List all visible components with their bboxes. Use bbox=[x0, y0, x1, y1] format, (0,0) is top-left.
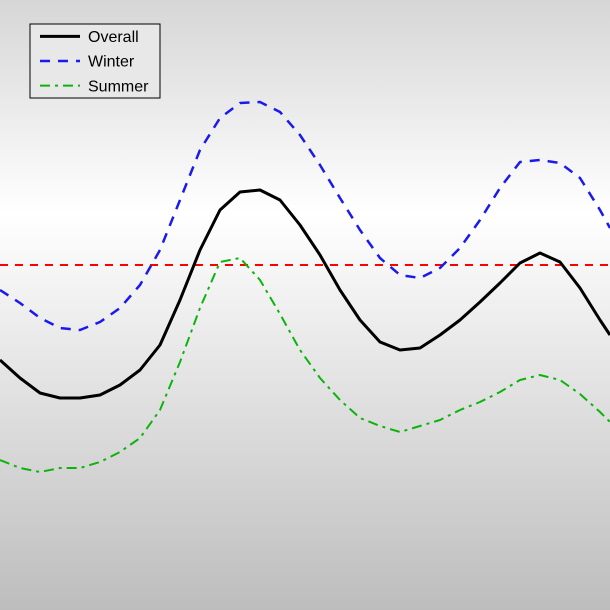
legend-label: Winter bbox=[88, 54, 135, 71]
legend-label: Summer bbox=[88, 78, 149, 95]
chart-svg: Overall Winter Summer bbox=[0, 0, 610, 610]
legend: Overall Winter Summer bbox=[30, 24, 160, 98]
line-chart: Overall Winter Summer bbox=[0, 0, 610, 610]
legend-label: Overall bbox=[88, 29, 139, 46]
